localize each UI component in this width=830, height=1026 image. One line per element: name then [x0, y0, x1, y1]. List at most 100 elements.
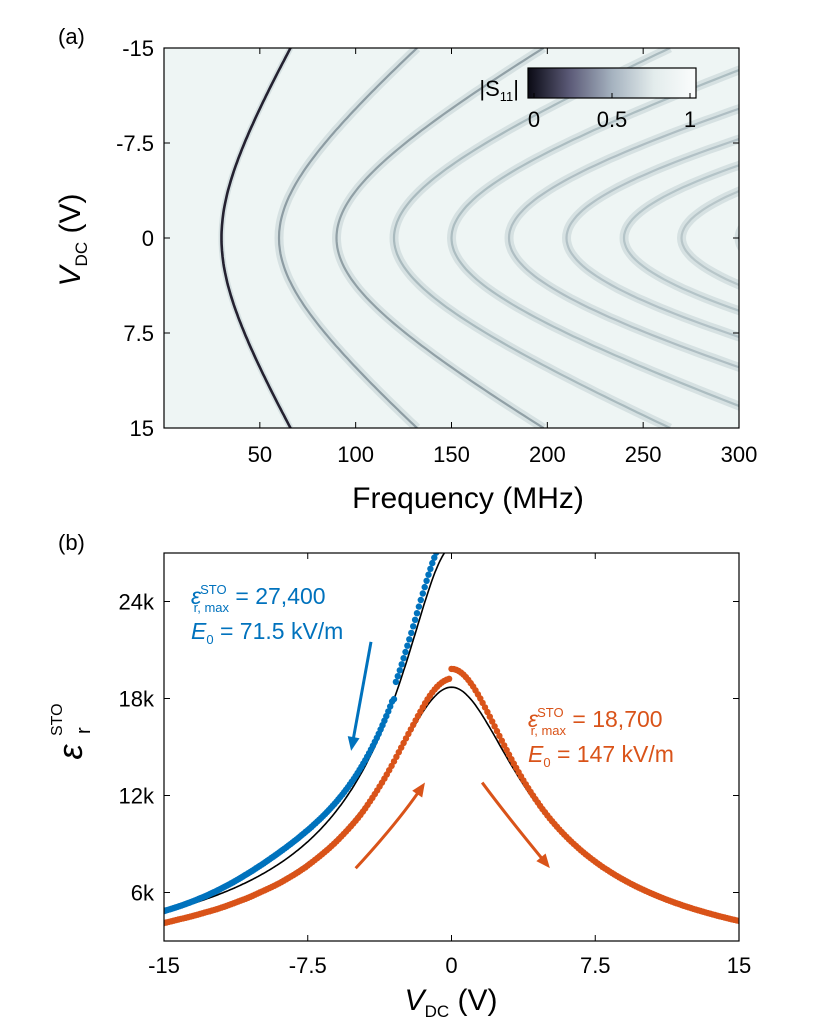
orange-data-point — [735, 917, 739, 925]
orange-data-point — [498, 737, 505, 744]
colorbar-tick-label: 0 — [528, 107, 540, 132]
y-tick-label: 12k — [119, 784, 155, 809]
orange-e0-text: E0 = 147 kV/m — [528, 741, 674, 770]
orange-data-point — [445, 675, 453, 682]
colorbar-label: |S11| — [479, 76, 519, 104]
sweep-arrow-head — [412, 782, 425, 798]
y-tick-label: -15 — [122, 36, 154, 61]
sweep-arrow-shaft — [350, 641, 373, 748]
resonance-mode-line — [220, 48, 292, 428]
y-tick-label: 6k — [131, 881, 155, 906]
resonance-mode-line — [392, 48, 671, 428]
blue-data-point — [429, 559, 436, 567]
y-tick-label: 0 — [142, 226, 154, 251]
blue-data-point — [425, 571, 432, 578]
resonance-mode-line — [277, 48, 418, 428]
blue-data-point — [410, 623, 417, 630]
colorbar-tick-label: 1 — [684, 107, 696, 132]
x-tick-label: 200 — [529, 442, 566, 467]
sweep-arrows — [347, 641, 550, 870]
blue-data-point — [385, 708, 392, 715]
resonance-mode-line — [622, 164, 739, 312]
y-tick-label: 15 — [130, 416, 154, 441]
svg-text:r: r — [73, 727, 95, 734]
panel-a-label: (a) — [58, 24, 85, 49]
sweep-arrow-head — [347, 736, 360, 751]
orange-data-point — [484, 708, 491, 716]
blue-data-point — [445, 529, 451, 535]
blue-data-point — [400, 655, 407, 662]
blue-eps-max-text: εSTO r, max = 27,400 — [191, 582, 326, 615]
blue-data-point — [437, 541, 443, 547]
sweep-arrow-head — [536, 853, 550, 869]
x-tick-label: 100 — [337, 442, 374, 467]
panel-a-y-axis-label: VDC (V) — [54, 194, 91, 287]
panel-b-x-ticks: -15 -7.5 0 7.5 15 — [148, 553, 751, 978]
colorbar-tick-label: 0.5 — [597, 107, 628, 132]
resonance-mode-halo — [619, 160, 739, 316]
x-tick-label: 150 — [433, 442, 470, 467]
panel-b-y-ticks: 6k 12k 18k 24k — [119, 590, 739, 906]
orange-series-annotation: εSTO r, max = 18,700 E0 = 147 kV/m — [528, 705, 674, 770]
blue-data-point — [413, 610, 421, 617]
orange-data-point — [486, 713, 493, 720]
x-tick-label: 15 — [727, 953, 751, 978]
orange-data-point — [493, 727, 501, 735]
panel-b-y-axis-label: ε r STO — [49, 703, 95, 759]
panel-a-x-ticks: 50 100 150 200 250 300 — [248, 48, 758, 467]
blue-data-point — [417, 596, 424, 604]
blue-data-point — [433, 553, 440, 556]
x-tick-label: 0 — [445, 953, 457, 978]
blue-data-point — [394, 673, 401, 680]
resonance-mode-line — [450, 68, 739, 408]
orange-data-point — [496, 732, 503, 740]
blue-data-point — [421, 583, 428, 591]
y-tick-label: 18k — [119, 687, 155, 712]
panel-a-x-axis-label: Frequency (MHz) — [352, 482, 584, 515]
resonance-mode-line — [737, 231, 739, 245]
heatmap-resonance-modes — [218, 48, 739, 428]
blue-data-point — [406, 636, 413, 643]
blue-data-point — [398, 661, 405, 668]
panel-a-y-ticks: -15 -7.5 0 7.5 15 — [116, 36, 739, 441]
sweep-arrow-shaft — [480, 781, 549, 866]
blue-data-point — [411, 616, 419, 623]
blue-data-point — [427, 565, 434, 572]
x-tick-label: 300 — [721, 442, 758, 467]
blue-data-point — [439, 537, 445, 543]
panel-b: (b) -15 -7.5 0 7.5 15 6k 12k 18k 24k VDC (V) ε … — [49, 526, 751, 1021]
svg-text:STO: STO — [49, 703, 66, 736]
resonance-mode-line — [335, 48, 545, 428]
x-tick-label: 50 — [248, 442, 272, 467]
y-tick-label: 24k — [119, 590, 155, 615]
blue-data-point — [435, 545, 441, 551]
blue-series-annotation: εSTO r, max = 27,400 E0 = 71.5 kV/m — [191, 582, 343, 647]
panel-a: (a) 50 100 150 200 250 300 -15 -7.5 0 7.5 15 Freq… — [54, 24, 758, 515]
blue-data-point — [402, 648, 409, 656]
resonance-mode-line — [507, 107, 739, 369]
colorbar-ticks: 0 0.5 1 — [528, 93, 696, 132]
svg-text:ε: ε — [52, 743, 90, 759]
blue-data-point — [387, 703, 394, 710]
blue-data-point — [448, 526, 454, 532]
blue-e0-text: E0 = 71.5 kV/m — [191, 618, 343, 647]
orange-data-point — [491, 723, 498, 730]
x-tick-label: 7.5 — [580, 953, 611, 978]
blue-data-point — [396, 667, 403, 674]
y-tick-label: -7.5 — [116, 131, 154, 156]
resonance-mode-line — [680, 189, 739, 287]
data-points — [164, 526, 739, 927]
blue-data-point — [390, 695, 398, 703]
x-tick-label: 250 — [625, 442, 662, 467]
orange-data-point — [489, 718, 496, 725]
sweep-arrow-shaft — [354, 784, 424, 870]
x-tick-label: -7.5 — [289, 953, 327, 978]
panel-b-x-axis-label: VDC (V) — [405, 984, 498, 1021]
orange-eps-max-text: εSTO r, max = 18,700 — [528, 705, 663, 738]
panel-b-label: (b) — [58, 530, 85, 555]
blue-data-point — [446, 527, 452, 533]
blue-data-point — [408, 629, 415, 637]
x-tick-label: -15 — [148, 953, 180, 978]
blue-data-point — [443, 531, 449, 537]
